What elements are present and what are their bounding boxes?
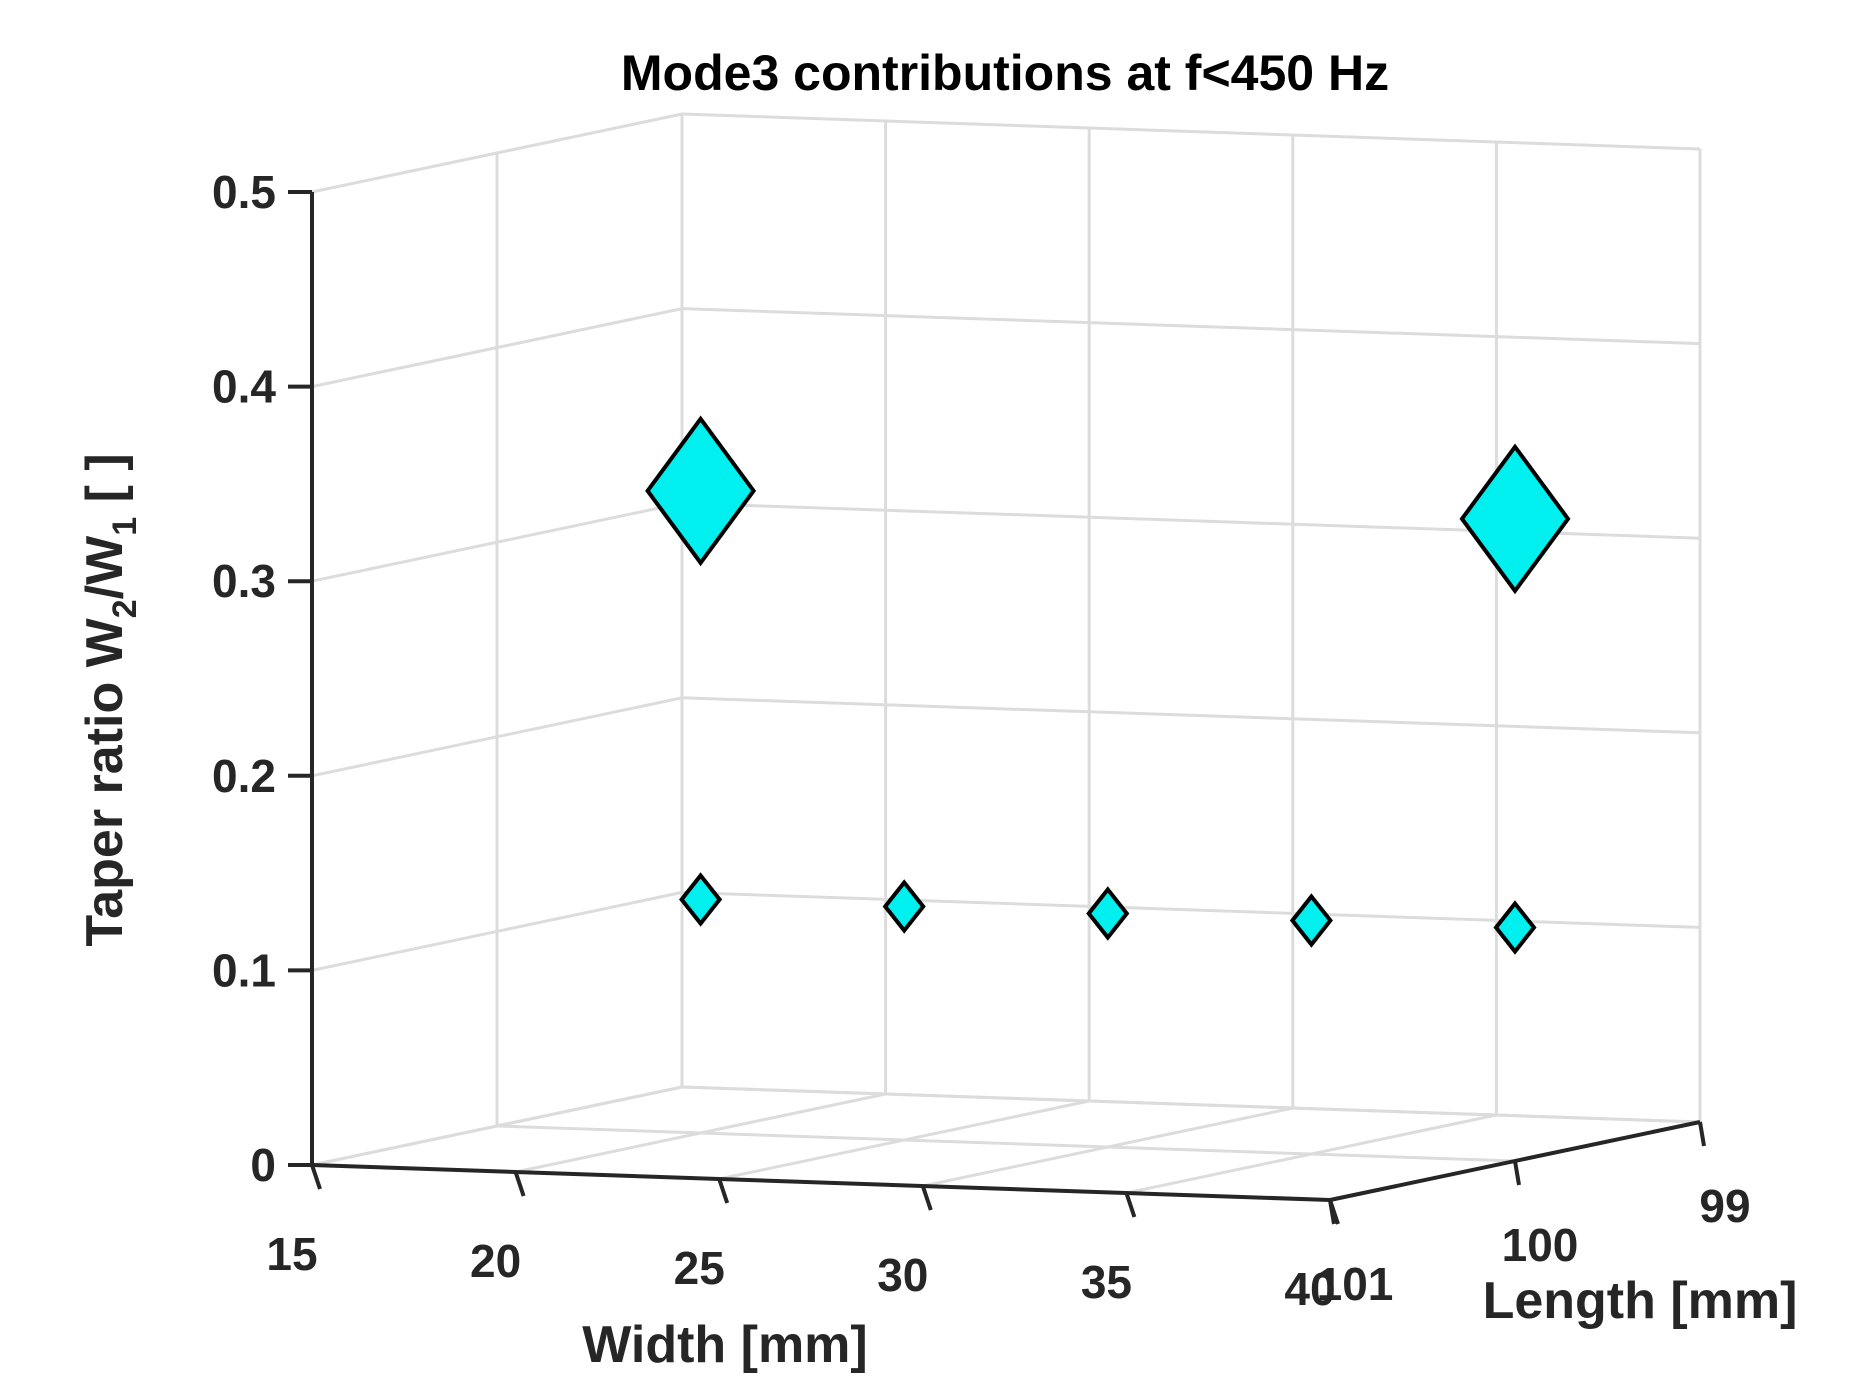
- x-tick: [310, 1164, 322, 1190]
- grid-lines: [310, 112, 1702, 1202]
- y-tick-label: 101: [1317, 1258, 1394, 1310]
- grid-line: [681, 696, 1701, 735]
- grid-line: [681, 1085, 1701, 1124]
- z-tick-label: 0.5: [212, 166, 276, 218]
- x-tick: [1124, 1192, 1137, 1218]
- grid-line: [311, 112, 683, 194]
- z-tick-label: 0.2: [212, 750, 276, 802]
- y-tick: [1513, 1160, 1521, 1186]
- z-tick-label: 0: [250, 1139, 276, 1191]
- z-tick-label: 0.1: [212, 944, 276, 996]
- x-axis-line: [311, 1163, 1331, 1202]
- x-tick-label: 25: [674, 1242, 725, 1294]
- data-point-diamond: [882, 879, 926, 934]
- grid-line: [681, 112, 1701, 151]
- y-tick-label: 100: [1502, 1219, 1579, 1271]
- grid-line: [311, 501, 683, 583]
- x-tick-label: 35: [1081, 1256, 1132, 1308]
- x-tick: [920, 1185, 933, 1211]
- grid-line: [496, 1124, 1516, 1163]
- grid-line: [681, 890, 1701, 929]
- x-tick-label: 20: [470, 1235, 521, 1287]
- data-markers: [645, 415, 1571, 955]
- data-point-diamond: [1086, 886, 1130, 941]
- data-point-diamond: [1459, 443, 1571, 595]
- y-tick: [1328, 1199, 1336, 1225]
- y-axis-label: Length [mm]: [1483, 1272, 1798, 1330]
- grid-line: [311, 307, 683, 389]
- x-tick: [717, 1178, 730, 1204]
- grid-line: [311, 890, 683, 972]
- x-axis-label: Width [mm]: [582, 1316, 867, 1374]
- chart-title: Mode3 contributions at f<450 Hz: [621, 45, 1389, 101]
- x-tick: [513, 1171, 526, 1197]
- grid-line: [681, 307, 1701, 346]
- grid-line: [311, 696, 683, 778]
- data-point-diamond: [645, 415, 757, 567]
- axes: [288, 190, 1706, 1225]
- z-tick-label: 0.4: [212, 361, 276, 413]
- z-axis-label: Taper ratio W2/W1 [ ]: [76, 453, 144, 946]
- x-tick-label: 15: [266, 1228, 317, 1280]
- z-tick-label: 0.3: [212, 555, 276, 607]
- data-point-diamond: [1493, 900, 1537, 955]
- y-tick-label: 99: [1699, 1180, 1750, 1232]
- x-tick-label: 30: [877, 1249, 928, 1301]
- y-tick: [1698, 1121, 1706, 1147]
- x-tick-label: 40: [1284, 1263, 1335, 1315]
- data-point-diamond: [679, 872, 723, 927]
- data-point-diamond: [1289, 893, 1333, 948]
